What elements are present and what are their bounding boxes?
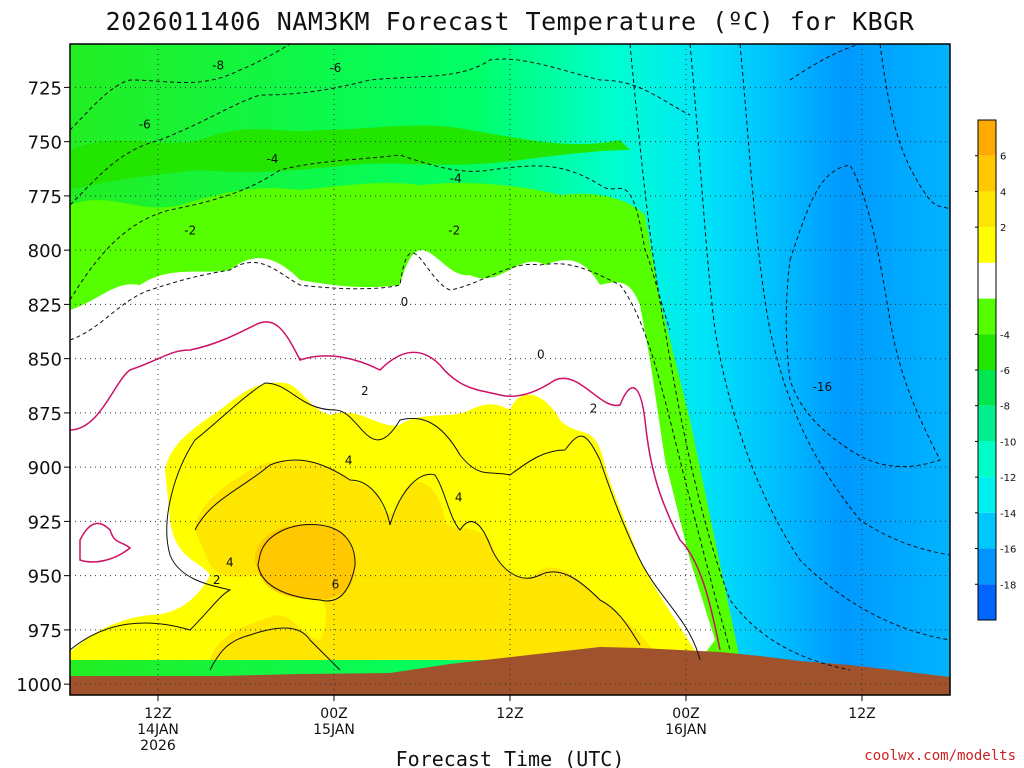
contour-label: -6 <box>139 117 151 131</box>
colorbar-swatch <box>978 298 996 335</box>
x-tick-label: 00Z <box>672 706 699 722</box>
y-tick-label: 850 <box>28 350 62 371</box>
contour-label: -2 <box>448 224 460 238</box>
contour-label: -4 <box>266 152 278 166</box>
colorbar-tick-label: -16 <box>1000 545 1016 556</box>
colorbar: 6 4 2 -4 -6 -8 -10 -12 -14 -16 -18 <box>975 119 1016 621</box>
contour-4-low <box>209 627 341 671</box>
contour-label: 0 <box>401 295 409 309</box>
contour-minus12 <box>689 44 950 641</box>
contour-2 <box>70 382 701 661</box>
colorbar-swatch <box>978 227 996 263</box>
grid-lines <box>70 44 950 695</box>
colorbar-swatch <box>978 405 996 442</box>
contour-label: 6 <box>332 577 340 591</box>
contour-minus8 <box>70 44 291 131</box>
colorbar-swatch <box>978 441 996 478</box>
colorbar-tick-label: -10 <box>1000 437 1016 448</box>
contour-label: 2 <box>213 573 221 587</box>
y-tick-label: 875 <box>28 404 62 425</box>
colorbar-swatch <box>978 477 996 513</box>
contour-label: -6 <box>329 61 341 75</box>
contour-0-pocket <box>79 522 132 563</box>
contour-label: 4 <box>345 454 353 468</box>
y-tick-label: 900 <box>28 458 62 479</box>
y-tick-label: 825 <box>28 295 62 316</box>
contour-minus6 <box>70 58 691 206</box>
contour-label: 4 <box>226 556 234 570</box>
contour-label: -16 <box>813 380 833 394</box>
x-tick-label: 2026 <box>140 738 176 754</box>
x-tick-label: 15JAN <box>313 722 355 738</box>
contour-6 <box>257 524 356 602</box>
x-tick-label: 12Z <box>496 706 523 722</box>
x-axis-label: Forecast Time (UTC) <box>396 747 625 768</box>
y-tick-label: 800 <box>28 241 62 262</box>
contour-label: 0 <box>537 347 545 361</box>
contour-label: -4 <box>450 172 462 186</box>
colorbar-tick-label: -8 <box>1000 402 1010 413</box>
contour-lines <box>70 44 950 671</box>
x-tick-label: 14JAN <box>137 722 179 738</box>
x-tick-label: 16JAN <box>665 722 707 738</box>
colorbar-swatch <box>978 120 996 156</box>
y-tick-label: 1000 <box>16 675 62 696</box>
chart-title: 2026011406 NAM3KM Forecast Temperature (… <box>106 7 915 36</box>
y-tick-label: 725 <box>28 78 62 99</box>
contour-4 <box>194 459 641 646</box>
y-tick-label: 950 <box>28 567 62 588</box>
band-4-to-6 <box>255 524 355 600</box>
colorbar-swatch <box>978 370 996 406</box>
colorbar-swatch <box>978 191 996 228</box>
colorbar-tick-label: 2 <box>1000 223 1006 234</box>
contour-0 <box>70 321 721 651</box>
colorbar-tick-label: -4 <box>1000 330 1010 341</box>
contour-minus16 <box>785 164 941 468</box>
x-tick-label: 12Z <box>144 706 171 722</box>
contour-minus10 <box>629 44 851 671</box>
contour-label: -2 <box>184 224 196 238</box>
credit-text: coolwx.com/modelts <box>864 748 1016 764</box>
contour-label: 2 <box>361 384 369 398</box>
colorbar-tick-label: 4 <box>1000 187 1006 198</box>
colorbar-tick-label: 6 <box>1000 152 1006 163</box>
colorbar-swatch <box>978 155 996 192</box>
colorbar-tick-label: -18 <box>1000 580 1016 591</box>
colorbar-tick-label: -12 <box>1000 473 1016 484</box>
y-tick-label: 775 <box>28 187 62 208</box>
y-tick-label: 975 <box>28 621 62 642</box>
contour-minus2 <box>70 252 731 651</box>
x-tick-label: 12Z <box>848 706 875 722</box>
band-2-to-4 <box>195 459 660 660</box>
y-axis: 725 750 775 800 825 850 875 900 925 950 975 1000 <box>16 78 70 696</box>
contour-label: 4 <box>455 491 463 505</box>
colorbar-swatch <box>978 334 996 370</box>
colorbar-tick-label: -6 <box>1000 366 1010 377</box>
contour-minus18 <box>789 44 950 211</box>
contour-label: 2 <box>590 402 598 416</box>
colorbar-swatch <box>978 262 996 299</box>
ground-terrain <box>70 647 950 695</box>
y-tick-label: 750 <box>28 133 62 154</box>
colorbar-swatch <box>978 512 996 549</box>
y-tick-label: 925 <box>28 512 62 533</box>
colorbar-swatch <box>978 548 996 585</box>
contour-minus14 <box>739 44 950 556</box>
colorbar-swatch <box>978 584 996 620</box>
contour-label: -8 <box>212 59 224 73</box>
colorbar-tick-label: -14 <box>1000 509 1016 520</box>
x-tick-label: 00Z <box>320 706 347 722</box>
